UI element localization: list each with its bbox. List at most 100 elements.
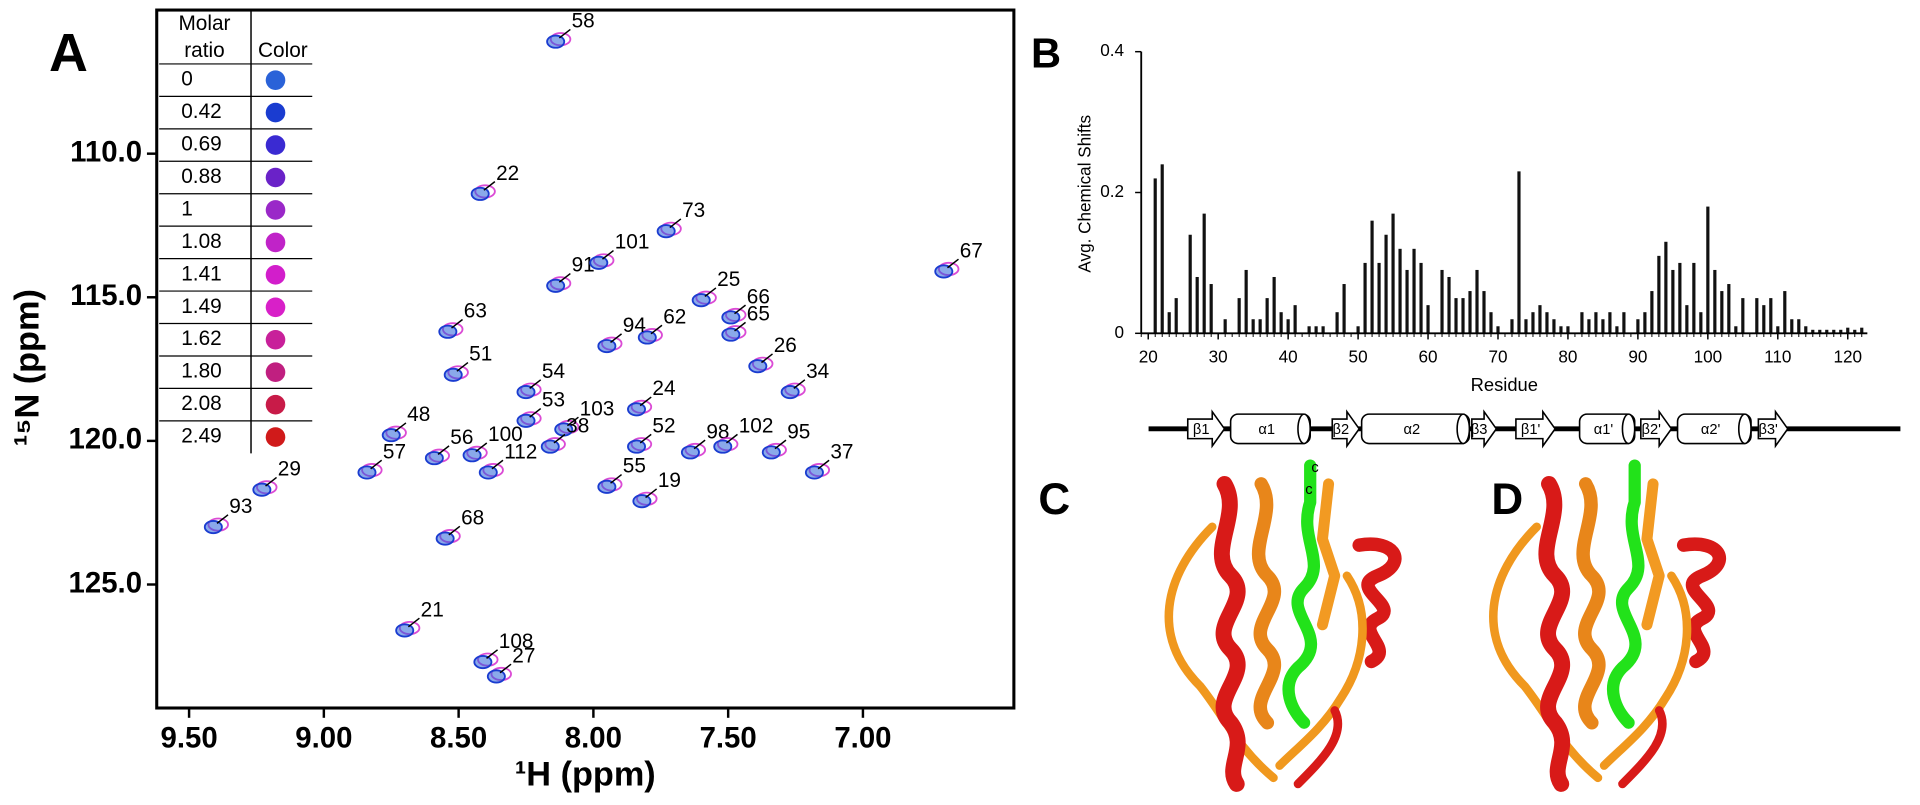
plot-frame <box>155 8 1016 710</box>
peak-leader <box>639 433 652 444</box>
peak <box>721 327 741 342</box>
peak-label: 63 <box>464 300 487 323</box>
legend-label: 0.88 <box>181 165 221 188</box>
structure-label: β2' <box>1642 422 1662 438</box>
peak-leader <box>265 476 278 487</box>
x-tick-label: 8.00 <box>565 722 622 755</box>
peak-label: 102 <box>739 415 774 438</box>
bar <box>1356 326 1360 334</box>
peak <box>381 428 401 443</box>
bar <box>1307 326 1311 334</box>
peak <box>680 445 700 460</box>
bar <box>1510 319 1514 334</box>
peak <box>438 324 458 339</box>
legend-label: 1.80 <box>181 360 221 383</box>
peak-label: 103 <box>580 397 615 420</box>
peak-label: 38 <box>566 415 589 438</box>
x-tick-label: 120 <box>1833 346 1862 366</box>
peak-label: 26 <box>774 334 797 357</box>
strand <box>1515 409 1557 449</box>
peak-label: 94 <box>623 314 646 337</box>
x-tick-label: 9.50 <box>160 722 217 755</box>
bar <box>1419 262 1423 334</box>
peak-label: 56 <box>450 426 473 449</box>
bar <box>1706 206 1710 334</box>
x-tick-label: 70 <box>1488 346 1507 366</box>
bar <box>1685 305 1689 334</box>
bar <box>1377 262 1381 334</box>
panel-label: A <box>49 23 88 83</box>
bar <box>1741 298 1745 334</box>
bar <box>1223 319 1227 334</box>
peak-label: 62 <box>663 305 686 328</box>
legend-swatch <box>265 102 286 123</box>
peak <box>486 669 506 684</box>
legend-swatch <box>265 427 286 447</box>
structure-label: β1' <box>1521 422 1541 438</box>
ribbon-segment <box>1641 478 1665 631</box>
bar <box>1174 298 1178 334</box>
y-axis-title: Avg. Chemical Shifts <box>1075 115 1095 273</box>
bar <box>1167 312 1171 334</box>
panel-label: D <box>1491 475 1523 524</box>
ribbon-segment <box>1251 477 1281 730</box>
bar <box>1538 305 1542 334</box>
legend-label: 1.49 <box>181 295 221 318</box>
peak <box>627 402 647 417</box>
bar <box>1272 276 1276 334</box>
peak <box>656 224 676 239</box>
peak <box>443 367 463 382</box>
peak-leader <box>774 439 787 450</box>
peak-label: 24 <box>652 377 675 400</box>
x-tick-label: 80 <box>1558 346 1577 366</box>
peak-leader <box>761 353 773 364</box>
legend-swatch <box>265 362 286 382</box>
protein-ribbon <box>1164 459 1402 792</box>
bar <box>1853 329 1857 334</box>
peak-label: 58 <box>572 10 595 33</box>
bar <box>1363 262 1367 334</box>
peak <box>516 385 536 400</box>
strand <box>1331 409 1361 449</box>
legend-swatch <box>265 329 286 350</box>
y-tick-label: 110.0 <box>70 135 142 168</box>
bar <box>1769 298 1773 334</box>
x-tick-label: 40 <box>1279 346 1298 366</box>
ribbon-segment <box>1352 537 1402 669</box>
structure-label: β3 <box>1471 422 1488 438</box>
bar <box>1692 262 1696 334</box>
peak-label: 25 <box>717 268 740 291</box>
legend-swatch <box>265 265 286 285</box>
peak-leader <box>558 272 571 283</box>
bar <box>1566 326 1570 334</box>
bar <box>1461 298 1465 334</box>
peak-label: 54 <box>542 360 565 383</box>
peak-label: 27 <box>512 644 535 667</box>
bar <box>1517 171 1521 334</box>
bar <box>1811 329 1815 334</box>
strand <box>1757 409 1789 449</box>
legend-swatch <box>265 232 286 253</box>
bar <box>1426 305 1430 334</box>
bar <box>1391 213 1395 334</box>
peak-leader <box>448 525 461 536</box>
bar <box>1832 329 1836 334</box>
x-tick-label: 90 <box>1628 346 1647 366</box>
x-tick-label: 7.00 <box>834 722 891 755</box>
peak-leader <box>693 439 706 450</box>
bar <box>1846 327 1850 334</box>
bar <box>1209 284 1213 334</box>
peak-leader <box>704 287 717 298</box>
helix-end <box>1456 413 1471 445</box>
protein-ribbon <box>1489 459 1727 792</box>
bar <box>1342 284 1346 334</box>
peak-leader <box>491 459 504 470</box>
bar <box>1636 319 1640 334</box>
bar <box>1804 326 1808 334</box>
peak-label: 108 <box>499 630 534 653</box>
peak-leader <box>529 379 542 389</box>
ribbon-segment <box>1607 459 1645 729</box>
peak <box>473 655 493 670</box>
peak <box>597 479 617 494</box>
peak <box>516 413 536 428</box>
